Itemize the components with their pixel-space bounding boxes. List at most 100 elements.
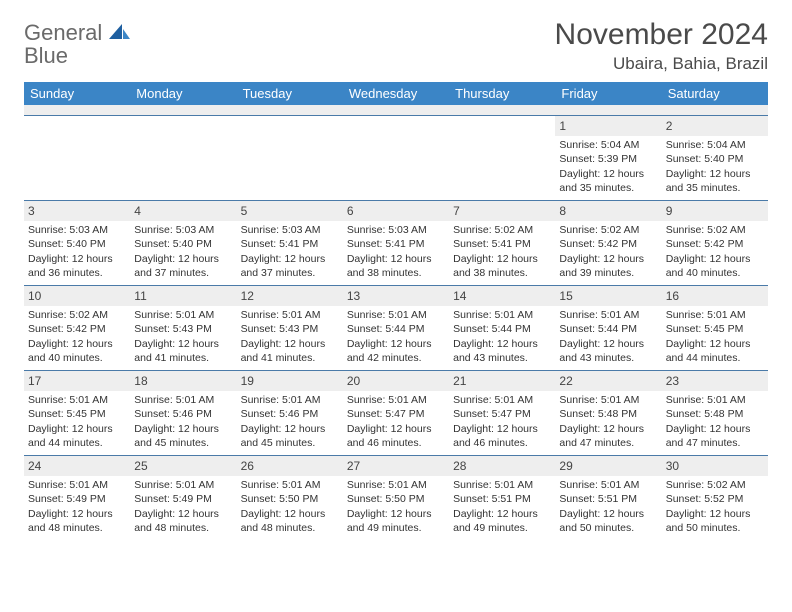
sunrise-text: Sunrise: 5:01 AM (666, 393, 764, 407)
day-body: Sunrise: 5:04 AMSunset: 5:40 PMDaylight:… (662, 136, 768, 199)
day-body: Sunrise: 5:01 AMSunset: 5:49 PMDaylight:… (24, 476, 130, 539)
day-number: 6 (343, 201, 449, 221)
sunrise-text: Sunrise: 5:01 AM (241, 393, 339, 407)
day-body: Sunrise: 5:01 AMSunset: 5:50 PMDaylight:… (237, 476, 343, 539)
sunrise-text: Sunrise: 5:01 AM (559, 308, 657, 322)
day-cell: 16Sunrise: 5:01 AMSunset: 5:45 PMDayligh… (662, 286, 768, 370)
header-spacer (24, 105, 768, 115)
day-number: 27 (343, 456, 449, 476)
day-number: 25 (130, 456, 236, 476)
sunrise-text: Sunrise: 5:01 AM (453, 393, 551, 407)
logo-text: General Blue (24, 22, 131, 68)
location: Ubaira, Bahia, Brazil (555, 54, 768, 74)
day-number: 28 (449, 456, 555, 476)
calendar: Sunday Monday Tuesday Wednesday Thursday… (24, 82, 768, 540)
logo: General Blue (24, 18, 131, 68)
day-cell: 30Sunrise: 5:02 AMSunset: 5:52 PMDayligh… (662, 456, 768, 540)
day-cell (237, 116, 343, 200)
daylight-text: Daylight: 12 hours and 37 minutes. (134, 252, 232, 280)
sunset-text: Sunset: 5:46 PM (134, 407, 232, 421)
daylight-text: Daylight: 12 hours and 35 minutes. (666, 167, 764, 195)
sunset-text: Sunset: 5:46 PM (241, 407, 339, 421)
logo-sail-icon (109, 27, 131, 44)
day-number: 9 (662, 201, 768, 221)
sunset-text: Sunset: 5:40 PM (666, 152, 764, 166)
day-number: 24 (24, 456, 130, 476)
weekday-mon: Monday (130, 82, 236, 105)
sunset-text: Sunset: 5:50 PM (347, 492, 445, 506)
sunset-text: Sunset: 5:51 PM (453, 492, 551, 506)
sunset-text: Sunset: 5:50 PM (241, 492, 339, 506)
day-cell: 24Sunrise: 5:01 AMSunset: 5:49 PMDayligh… (24, 456, 130, 540)
day-cell: 20Sunrise: 5:01 AMSunset: 5:47 PMDayligh… (343, 371, 449, 455)
sunrise-text: Sunrise: 5:03 AM (347, 223, 445, 237)
sunset-text: Sunset: 5:49 PM (28, 492, 126, 506)
daylight-text: Daylight: 12 hours and 47 minutes. (559, 422, 657, 450)
sunrise-text: Sunrise: 5:01 AM (134, 393, 232, 407)
day-body: Sunrise: 5:01 AMSunset: 5:49 PMDaylight:… (130, 476, 236, 539)
day-number: 13 (343, 286, 449, 306)
day-body: Sunrise: 5:01 AMSunset: 5:45 PMDaylight:… (662, 306, 768, 369)
sunrise-text: Sunrise: 5:01 AM (347, 478, 445, 492)
day-cell (449, 116, 555, 200)
sunset-text: Sunset: 5:44 PM (347, 322, 445, 336)
daylight-text: Daylight: 12 hours and 50 minutes. (559, 507, 657, 535)
day-number: 16 (662, 286, 768, 306)
week-row: 24Sunrise: 5:01 AMSunset: 5:49 PMDayligh… (24, 455, 768, 540)
day-cell: 6Sunrise: 5:03 AMSunset: 5:41 PMDaylight… (343, 201, 449, 285)
day-number: 22 (555, 371, 661, 391)
day-body: Sunrise: 5:01 AMSunset: 5:43 PMDaylight:… (130, 306, 236, 369)
sunrise-text: Sunrise: 5:01 AM (559, 393, 657, 407)
day-cell: 14Sunrise: 5:01 AMSunset: 5:44 PMDayligh… (449, 286, 555, 370)
sunrise-text: Sunrise: 5:01 AM (134, 308, 232, 322)
day-body: Sunrise: 5:01 AMSunset: 5:45 PMDaylight:… (24, 391, 130, 454)
sunset-text: Sunset: 5:43 PM (134, 322, 232, 336)
sunrise-text: Sunrise: 5:01 AM (666, 308, 764, 322)
daylight-text: Daylight: 12 hours and 49 minutes. (453, 507, 551, 535)
sunset-text: Sunset: 5:42 PM (559, 237, 657, 251)
day-number: 3 (24, 201, 130, 221)
day-cell: 15Sunrise: 5:01 AMSunset: 5:44 PMDayligh… (555, 286, 661, 370)
sunrise-text: Sunrise: 5:01 AM (241, 478, 339, 492)
daylight-text: Daylight: 12 hours and 48 minutes. (28, 507, 126, 535)
daylight-text: Daylight: 12 hours and 41 minutes. (134, 337, 232, 365)
daylight-text: Daylight: 12 hours and 48 minutes. (241, 507, 339, 535)
sunrise-text: Sunrise: 5:02 AM (666, 223, 764, 237)
sunset-text: Sunset: 5:41 PM (241, 237, 339, 251)
daylight-text: Daylight: 12 hours and 48 minutes. (134, 507, 232, 535)
daylight-text: Daylight: 12 hours and 45 minutes. (134, 422, 232, 450)
weekday-sat: Saturday (662, 82, 768, 105)
day-body: Sunrise: 5:01 AMSunset: 5:50 PMDaylight:… (343, 476, 449, 539)
page-title: November 2024 (555, 18, 768, 52)
sunset-text: Sunset: 5:48 PM (666, 407, 764, 421)
day-cell: 23Sunrise: 5:01 AMSunset: 5:48 PMDayligh… (662, 371, 768, 455)
sunset-text: Sunset: 5:52 PM (666, 492, 764, 506)
day-body: Sunrise: 5:01 AMSunset: 5:48 PMDaylight:… (662, 391, 768, 454)
day-number: 18 (130, 371, 236, 391)
sunset-text: Sunset: 5:49 PM (134, 492, 232, 506)
day-body: Sunrise: 5:01 AMSunset: 5:46 PMDaylight:… (130, 391, 236, 454)
day-number: 20 (343, 371, 449, 391)
sunset-text: Sunset: 5:51 PM (559, 492, 657, 506)
daylight-text: Daylight: 12 hours and 36 minutes. (28, 252, 126, 280)
sunrise-text: Sunrise: 5:01 AM (347, 393, 445, 407)
daylight-text: Daylight: 12 hours and 44 minutes. (666, 337, 764, 365)
daylight-text: Daylight: 12 hours and 38 minutes. (453, 252, 551, 280)
day-number: 4 (130, 201, 236, 221)
daylight-text: Daylight: 12 hours and 41 minutes. (241, 337, 339, 365)
sunrise-text: Sunrise: 5:03 AM (134, 223, 232, 237)
week-row: 1Sunrise: 5:04 AMSunset: 5:39 PMDaylight… (24, 115, 768, 200)
page-header: General Blue November 2024 Ubaira, Bahia… (24, 18, 768, 74)
day-body: Sunrise: 5:01 AMSunset: 5:47 PMDaylight:… (449, 391, 555, 454)
day-body: Sunrise: 5:03 AMSunset: 5:40 PMDaylight:… (130, 221, 236, 284)
day-body: Sunrise: 5:01 AMSunset: 5:51 PMDaylight:… (449, 476, 555, 539)
daylight-text: Daylight: 12 hours and 40 minutes. (666, 252, 764, 280)
day-cell: 12Sunrise: 5:01 AMSunset: 5:43 PMDayligh… (237, 286, 343, 370)
day-body: Sunrise: 5:03 AMSunset: 5:41 PMDaylight:… (343, 221, 449, 284)
day-number: 10 (24, 286, 130, 306)
calendar-page: General Blue November 2024 Ubaira, Bahia… (0, 0, 792, 550)
day-number: 14 (449, 286, 555, 306)
day-cell: 7Sunrise: 5:02 AMSunset: 5:41 PMDaylight… (449, 201, 555, 285)
day-cell: 21Sunrise: 5:01 AMSunset: 5:47 PMDayligh… (449, 371, 555, 455)
sunset-text: Sunset: 5:45 PM (666, 322, 764, 336)
